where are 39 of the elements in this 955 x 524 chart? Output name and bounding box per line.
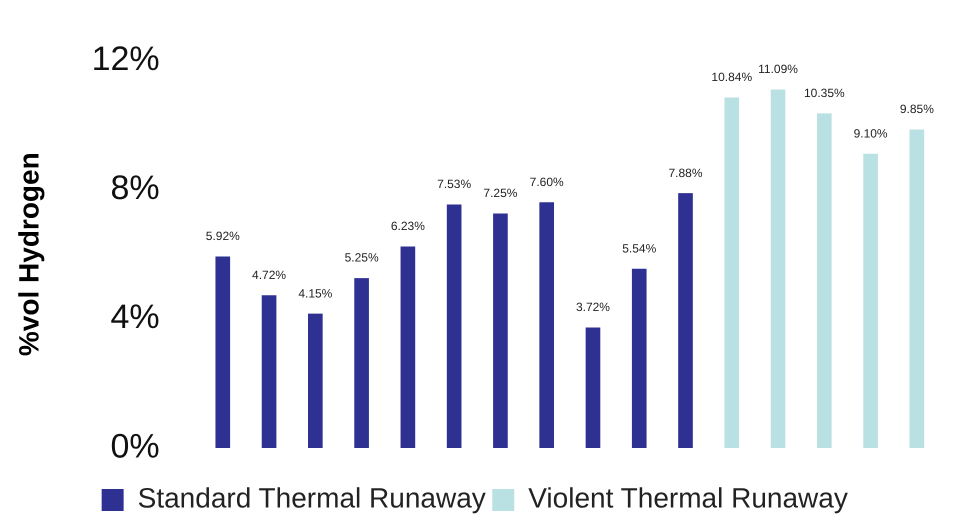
data-label: 6.23% (390, 219, 426, 234)
bar (446, 204, 462, 448)
y-axis-title: %vol Hydrogen (14, 152, 45, 356)
bar (632, 268, 647, 448)
bar (816, 113, 832, 448)
bar (215, 256, 230, 448)
data-label: 4.15% (298, 286, 333, 300)
bar (910, 130, 924, 448)
data-label: 7.25% (483, 186, 518, 200)
data-label: 5.92% (206, 229, 240, 244)
data-label: 7.88% (668, 166, 703, 180)
y-tick-label: 0% (110, 427, 160, 466)
bar (308, 314, 323, 448)
bar (770, 89, 786, 448)
bar (678, 193, 693, 448)
data-label: 5.54% (622, 241, 657, 256)
bar (262, 295, 276, 448)
y-tick-label: 8% (110, 168, 160, 207)
bar (493, 213, 508, 448)
data-label: 7.53% (437, 177, 472, 192)
y-tick-label: 4% (110, 298, 160, 336)
data-label: 9.10% (854, 126, 888, 140)
bar (724, 98, 740, 448)
bar (539, 202, 554, 448)
data-label: 10.35% (804, 86, 845, 100)
data-label: 11.09% (758, 62, 798, 76)
data-label: 4.72% (252, 268, 286, 282)
data-label: 9.85% (900, 102, 934, 116)
bar (863, 154, 878, 448)
y-tick-label: 12% (92, 40, 160, 78)
data-label: 10.84% (711, 70, 752, 84)
legend-label: Violent Thermal Runaway (528, 482, 848, 514)
bar (354, 278, 369, 448)
data-label: 7.60% (530, 174, 564, 189)
bar (586, 328, 600, 448)
data-label: 3.72% (576, 300, 610, 314)
data-label: 5.25% (344, 250, 379, 265)
legend-label: Standard Thermal Runaway (138, 482, 486, 514)
bar (400, 246, 416, 448)
